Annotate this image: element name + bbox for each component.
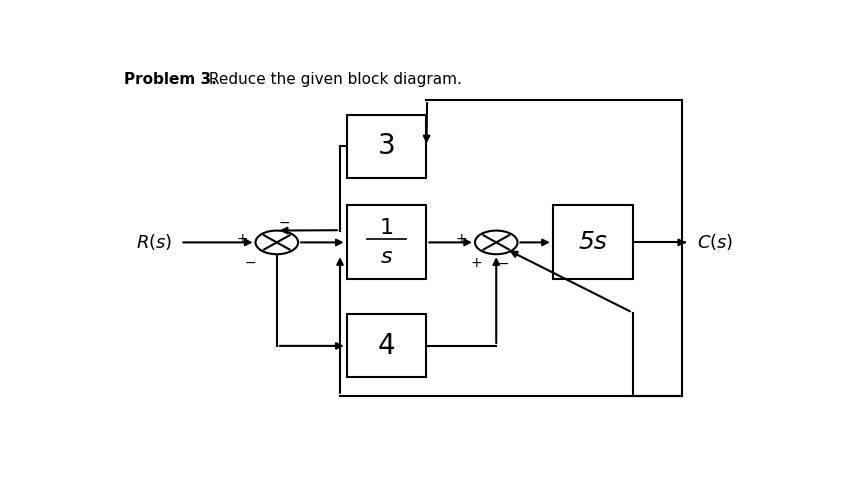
Bar — [553, 205, 632, 279]
Text: Problem 3.: Problem 3. — [124, 72, 216, 87]
Text: +: + — [456, 232, 468, 246]
Text: 4: 4 — [378, 332, 396, 360]
Text: −: − — [245, 255, 256, 269]
Text: $R(s)$: $R(s)$ — [136, 232, 172, 252]
Text: 1: 1 — [379, 217, 394, 238]
Text: −: − — [279, 216, 291, 230]
Text: +: + — [237, 232, 248, 246]
Text: +: + — [470, 256, 482, 270]
Circle shape — [256, 230, 298, 254]
Text: −: − — [497, 256, 509, 270]
Text: s: s — [381, 247, 392, 267]
Bar — [347, 205, 426, 279]
Text: Reduce the given block diagram.: Reduce the given block diagram. — [203, 72, 462, 87]
Circle shape — [475, 230, 517, 254]
Bar — [347, 314, 426, 377]
Text: $C(s)$: $C(s)$ — [698, 232, 734, 252]
Bar — [347, 115, 426, 178]
Text: 5s: 5s — [578, 230, 607, 254]
Text: 3: 3 — [378, 132, 396, 160]
